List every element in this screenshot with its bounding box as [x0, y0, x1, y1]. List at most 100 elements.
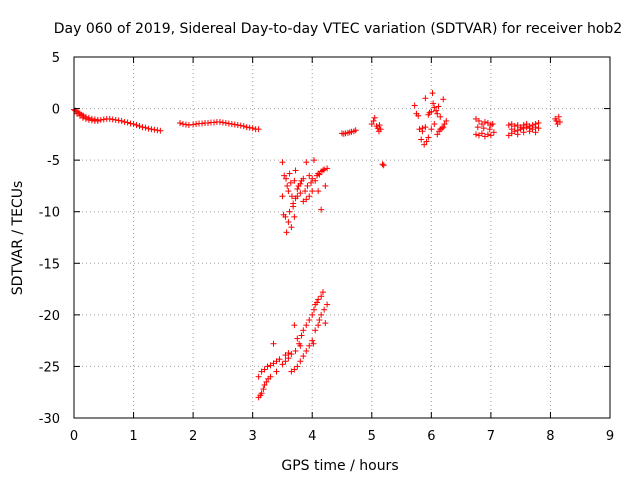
- data-point: [352, 127, 359, 134]
- data-point: [319, 289, 326, 296]
- data-point: [205, 120, 211, 127]
- data-point: [249, 125, 256, 132]
- data-point: [490, 129, 497, 136]
- data-point: [182, 121, 189, 128]
- data-point: [88, 117, 95, 124]
- data-point: [368, 121, 375, 128]
- data-point: [190, 121, 197, 128]
- data-point: [428, 126, 435, 133]
- data-point: [300, 353, 307, 360]
- data-point: [316, 317, 323, 324]
- data-points: [71, 90, 563, 401]
- data-point: [279, 159, 286, 166]
- data-point: [294, 186, 301, 193]
- y-tick-label: -25: [39, 360, 60, 375]
- data-point: [279, 193, 286, 200]
- data-point: [303, 196, 310, 203]
- data-point: [478, 130, 485, 137]
- data-point: [511, 123, 518, 130]
- data-point: [270, 340, 277, 347]
- data-point: [526, 125, 533, 132]
- data-point: [514, 131, 521, 138]
- data-point: [130, 121, 137, 128]
- data-point: [324, 301, 331, 308]
- data-point: [309, 337, 316, 344]
- data-point: [260, 386, 267, 393]
- data-point: [291, 213, 298, 220]
- data-point: [294, 193, 301, 200]
- data-point: [474, 124, 481, 131]
- data-point: [430, 100, 437, 107]
- data-point: [484, 131, 491, 138]
- data-point: [287, 179, 294, 186]
- data-point: [255, 126, 262, 133]
- x-tick-label: 3: [249, 429, 257, 444]
- data-point: [300, 175, 307, 182]
- data-point: [309, 188, 316, 195]
- data-point: [520, 129, 527, 136]
- data-point: [285, 350, 292, 357]
- data-point: [441, 121, 448, 128]
- data-point: [286, 170, 293, 177]
- data-point: [118, 117, 125, 124]
- data-point: [431, 104, 438, 111]
- data-point: [284, 182, 291, 189]
- data-point: [288, 351, 295, 358]
- data-point: [300, 327, 307, 334]
- axis-ticks: [73, 56, 611, 419]
- x-tick-label: 5: [368, 429, 376, 444]
- data-point: [376, 122, 383, 129]
- data-point: [306, 193, 313, 200]
- data-point: [437, 113, 444, 120]
- data-point: [306, 317, 313, 324]
- data-point: [85, 116, 92, 123]
- data-point: [109, 116, 116, 123]
- data-point: [315, 296, 322, 303]
- data-point: [285, 219, 292, 226]
- data-point: [237, 122, 244, 129]
- data-point: [263, 378, 270, 385]
- data-point: [422, 124, 429, 131]
- data-point: [306, 172, 313, 179]
- data-point: [261, 381, 268, 388]
- data-point: [298, 332, 305, 339]
- data-point: [532, 129, 539, 136]
- data-point: [302, 188, 309, 195]
- data-point: [321, 166, 328, 173]
- data-point: [435, 103, 442, 110]
- data-point: [219, 119, 226, 126]
- data-point: [322, 182, 329, 189]
- x-tick-label: 0: [70, 429, 78, 444]
- data-point: [303, 322, 310, 329]
- data-point: [379, 161, 386, 168]
- data-point: [306, 342, 313, 349]
- data-point: [282, 213, 289, 220]
- x-tick-label: 9: [606, 429, 614, 444]
- data-point: [127, 120, 134, 127]
- grid: [74, 57, 610, 418]
- data-point: [418, 136, 425, 143]
- data-point: [279, 361, 286, 368]
- data-point: [281, 172, 288, 179]
- data-point: [318, 311, 325, 318]
- data-point: [421, 141, 428, 148]
- data-point: [148, 126, 155, 133]
- data-point: [292, 347, 299, 354]
- data-point: [319, 167, 326, 174]
- y-tick-labels: 5 0 -5 -10 -15 -20 -25 -30: [39, 51, 60, 427]
- data-point: [480, 125, 487, 132]
- data-point: [283, 229, 290, 236]
- data-point: [228, 121, 235, 128]
- data-point: [440, 96, 447, 103]
- data-point: [100, 116, 107, 123]
- data-point: [443, 117, 450, 124]
- data-point: [276, 356, 283, 363]
- y-tick-label: -20: [39, 309, 60, 324]
- data-point: [225, 120, 232, 127]
- data-point: [489, 121, 496, 128]
- x-tick-label: 4: [308, 429, 316, 444]
- data-point: [318, 293, 325, 300]
- data-point: [285, 188, 292, 195]
- data-point: [294, 335, 301, 342]
